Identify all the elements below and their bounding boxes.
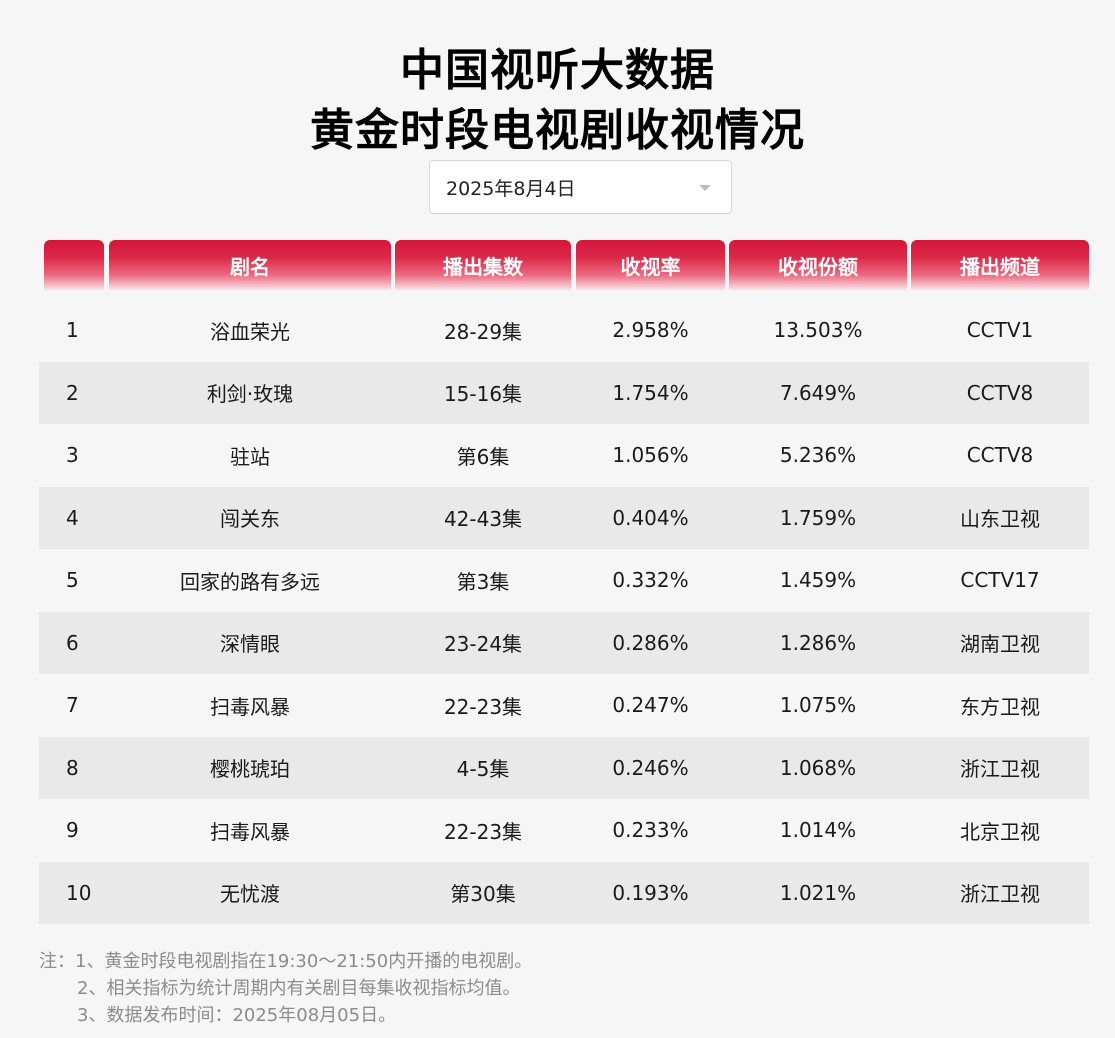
cell-share: 1.014%	[779, 818, 857, 843]
cell-channel: 东方卫视	[960, 694, 1040, 719]
footnote-1: 注：1、黄金时段电视剧指在19:30～21:50内开播的电视剧。	[39, 951, 533, 972]
cell-episodes: 第6集	[456, 444, 510, 469]
cell-share: 7.649%	[779, 380, 857, 405]
table-row: 5 回家的路有多远 第3集 0.332% 1.459% CCTV17	[39, 549, 1089, 612]
cell-episodes: 23-24集	[443, 632, 523, 657]
header-drama-name: 剧名	[109, 240, 391, 290]
cell-episodes: 第3集	[456, 569, 510, 594]
table-row: 9 扫毒风暴 22-23集 0.233% 1.014% 北京卫视	[39, 799, 1089, 862]
cell-rating: 0.247%	[612, 693, 689, 718]
cell-drama-name: 利剑·玫瑰	[206, 382, 294, 407]
cell-rank: 7	[66, 693, 79, 718]
header-episodes: 播出集数	[395, 240, 571, 290]
table-row: 8 樱桃琥珀 4-5集 0.246% 1.068% 浙江卫视	[39, 736, 1089, 799]
cell-episodes: 28-29集	[443, 319, 523, 344]
cell-rating: 0.332%	[612, 568, 689, 593]
ratings-table: 剧名 播出集数 收视率 收视份额 播出频道 1 浴血荣光 28-29集 2.95…	[39, 240, 1089, 924]
cell-channel: CCTV8	[966, 380, 1034, 405]
cell-share: 1.286%	[779, 630, 857, 655]
cell-rank: 10	[66, 880, 92, 905]
cell-drama-name: 驻站	[230, 444, 270, 469]
cell-episodes: 4-5集	[456, 757, 510, 782]
table-row: 1 浴血荣光 28-29集 2.958% 13.503% CCTV1	[39, 299, 1089, 362]
cell-drama-name: 无忧渡	[220, 882, 280, 907]
cell-channel: CCTV1	[966, 318, 1034, 343]
page-title-line1: 中国视听大数据	[400, 45, 715, 96]
cell-rank: 1	[66, 318, 79, 343]
cell-rank: 5	[66, 568, 79, 593]
cell-channel: CCTV8	[966, 443, 1034, 468]
cell-channel: 山东卫视	[960, 507, 1040, 532]
cell-channel: 湖南卫视	[960, 632, 1040, 657]
table-row: 2 利剑·玫瑰 15-16集 1.754% 7.649% CCTV8	[39, 361, 1089, 424]
cell-rating: 0.404%	[612, 505, 689, 530]
cell-drama-name: 浴血荣光	[210, 319, 290, 344]
date-select-value: 2025年8月4日	[446, 177, 576, 200]
cell-share: 1.075%	[779, 693, 857, 718]
footnote-3: 3、数据发布时间：2025年08月05日。	[77, 1005, 397, 1026]
cell-rank: 3	[66, 443, 79, 468]
cell-channel: CCTV17	[960, 568, 1040, 593]
cell-rating: 0.246%	[612, 755, 689, 780]
table-row: 6 深情眼 23-24集 0.286% 1.286% 湖南卫视	[39, 611, 1089, 674]
cell-share: 5.236%	[779, 443, 857, 468]
cell-rating: 0.286%	[612, 630, 689, 655]
cell-drama-name: 扫毒风暴	[210, 694, 290, 719]
chevron-down-icon[interactable]	[699, 185, 711, 191]
cell-drama-name: 闯关东	[220, 507, 280, 532]
cell-drama-name: 回家的路有多远	[180, 569, 320, 594]
cell-channel: 浙江卫视	[960, 757, 1040, 782]
cell-share: 1.459%	[779, 568, 857, 593]
cell-rank: 6	[66, 630, 79, 655]
cell-episodes: 第30集	[450, 882, 516, 907]
cell-rating: 0.233%	[612, 818, 689, 843]
footnotes: 注：1、黄金时段电视剧指在19:30～21:50内开播的电视剧。 2、相关指标为…	[39, 948, 532, 1029]
cell-episodes: 15-16集	[443, 382, 523, 407]
cell-rating: 1.754%	[612, 380, 689, 405]
cell-drama-name: 樱桃琥珀	[210, 757, 290, 782]
cell-share: 1.068%	[779, 755, 857, 780]
table-row: 3 驻站 第6集 1.056% 5.236% CCTV8	[39, 424, 1089, 487]
table-body: 1 浴血荣光 28-29集 2.958% 13.503% CCTV1 2 利剑·…	[39, 299, 1089, 924]
cell-rank: 9	[66, 818, 79, 843]
cell-share: 1.759%	[779, 505, 857, 530]
cell-rating: 1.056%	[612, 443, 689, 468]
cell-rating: 2.958%	[612, 318, 689, 343]
cell-drama-name: 深情眼	[220, 632, 280, 657]
cell-share: 1.021%	[779, 880, 857, 905]
header-rank	[44, 240, 104, 290]
date-select[interactable]: 2025年8月4日	[429, 160, 732, 214]
table-header: 剧名 播出集数 收视率 收视份额 播出频道	[39, 240, 1089, 296]
table-row: 4 闯关东 42-43集 0.404% 1.759% 山东卫视	[39, 486, 1089, 549]
cell-rank: 4	[66, 505, 79, 530]
table-row: 10 无忧渡 第30集 0.193% 1.021% 浙江卫视	[39, 861, 1089, 924]
header-channel: 播出频道	[911, 240, 1089, 290]
footnote-2: 2、相关指标为统计周期内有关剧目每集收视指标均值。	[77, 978, 521, 999]
cell-drama-name: 扫毒风暴	[210, 819, 290, 844]
cell-rating: 0.193%	[612, 880, 689, 905]
cell-episodes: 22-23集	[443, 819, 523, 844]
cell-episodes: 42-43集	[443, 507, 523, 532]
cell-rank: 2	[66, 380, 79, 405]
cell-channel: 北京卫视	[960, 819, 1040, 844]
cell-share: 13.503%	[773, 318, 863, 343]
cell-episodes: 22-23集	[443, 694, 523, 719]
page-title-line2: 黄金时段电视剧收视情况	[310, 105, 805, 156]
table-row: 7 扫毒风暴 22-23集 0.247% 1.075% 东方卫视	[39, 674, 1089, 737]
header-share: 收视份额	[729, 240, 907, 290]
cell-channel: 浙江卫视	[960, 882, 1040, 907]
cell-rank: 8	[66, 755, 79, 780]
header-rating: 收视率	[576, 240, 725, 290]
